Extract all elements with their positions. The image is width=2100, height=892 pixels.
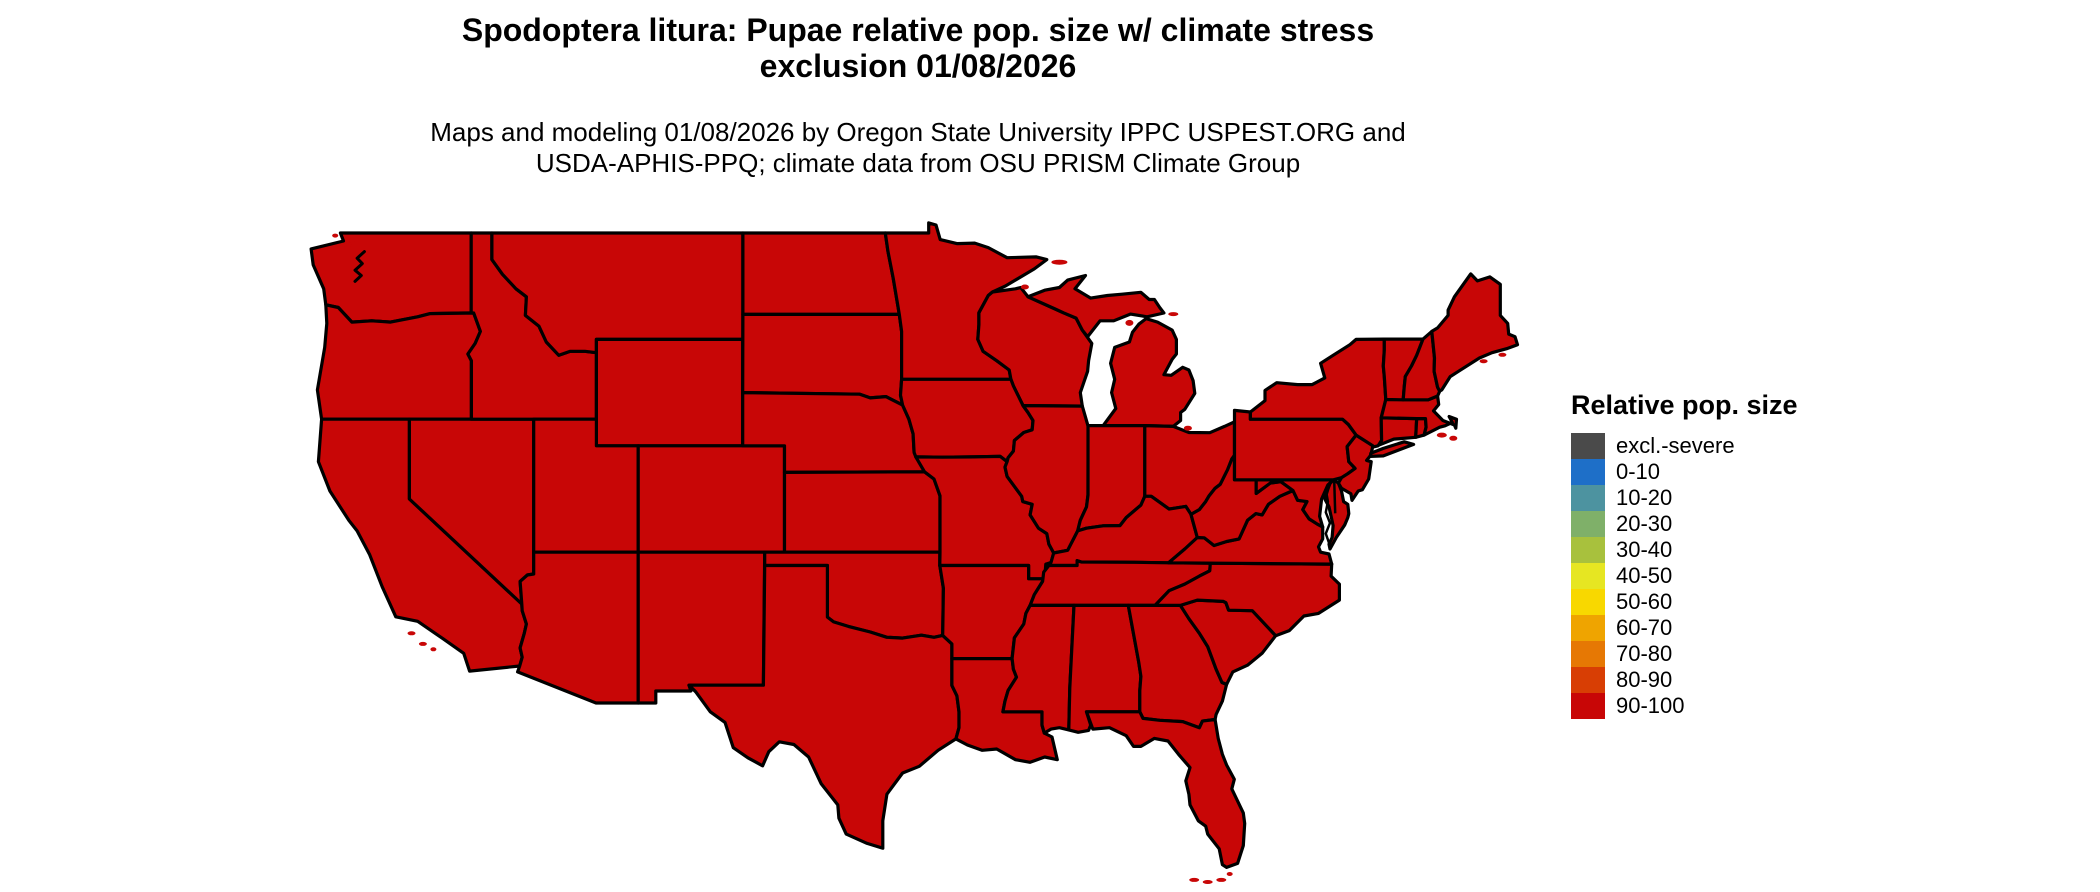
legend-swatch-90-100 — [1571, 693, 1605, 719]
puget-sound-inlet — [353, 250, 366, 283]
legend-label: 80-90 — [1616, 667, 1673, 692]
coastal-island-dot — [332, 233, 339, 238]
us-choropleth-map — [309, 221, 1520, 884]
state-nd — [741, 231, 901, 316]
legend-swatch-10-20 — [1571, 485, 1605, 511]
legend-label: 0-10 — [1616, 459, 1661, 484]
figure-subtitle-line1: Maps and modeling 01/08/2026 by Oregon S… — [430, 117, 1406, 147]
legend-swatch-60-70 — [1571, 615, 1605, 641]
legend-swatch-0-10 — [1571, 459, 1605, 485]
legend-label: 60-70 — [1616, 615, 1673, 640]
coastal-island-dot — [1479, 359, 1488, 364]
state-ct — [1377, 416, 1419, 447]
coastal-island-dot — [1498, 352, 1507, 357]
coastal-island-dot — [430, 647, 437, 652]
figure-subtitle-line2: USDA-APHIS-PPQ; climate data from OSU PR… — [535, 148, 1301, 178]
legend-label: 70-80 — [1616, 641, 1673, 666]
legend-swatch-70-80 — [1571, 641, 1605, 667]
figure-title-line2: exclusion 01/08/2026 — [759, 48, 1077, 84]
legend-swatch-40-50 — [1571, 563, 1605, 589]
coastal-island-dot — [343, 242, 352, 248]
state-nm — [636, 550, 767, 705]
legend-entry-40-50: 40-50 — [1571, 563, 1798, 589]
state-fl — [1084, 710, 1247, 869]
coastal-island-dot — [1436, 432, 1447, 438]
legend-entry-20-30: 20-30 — [1571, 511, 1798, 537]
state-pa — [1232, 408, 1358, 482]
legend-entry-10-20: 10-20 — [1571, 485, 1798, 511]
legend-label: excl.-severe — [1616, 433, 1735, 458]
legend-entries: excl.-severe 0-10 10-20 20-30 30-40 40-50 50-6… — [1571, 433, 1798, 719]
state-az — [516, 550, 640, 705]
legend-title: Relative pop. size — [1571, 390, 1798, 420]
state-mi_up — [1026, 273, 1166, 339]
legend-swatch-80-90 — [1571, 667, 1605, 693]
coastal-island-dot — [407, 631, 416, 636]
legend-entry-70-80: 70-80 — [1571, 641, 1798, 667]
legend-entry-0-10: 0-10 — [1571, 459, 1798, 485]
coastal-island-dot — [1189, 877, 1200, 882]
state-border-de-md — [1332, 479, 1337, 514]
figure-title-line1: Spodoptera litura: Pupae relative pop. s… — [461, 12, 1375, 48]
state-or — [315, 303, 482, 421]
legend-entry-60-70: 60-70 — [1571, 615, 1798, 641]
chesapeake-bay-inlet — [1324, 488, 1332, 545]
legend-label: 10-20 — [1616, 485, 1673, 510]
legend-label: 30-40 — [1616, 537, 1673, 562]
state-li — [1368, 440, 1416, 458]
state-ks — [782, 470, 942, 554]
legend-swatch-excl.-severe — [1571, 433, 1605, 459]
legend-swatch-50-60 — [1571, 589, 1605, 615]
legend-label: 50-60 — [1616, 589, 1673, 614]
state-nj — [1336, 433, 1375, 502]
coastal-island-dot — [1183, 425, 1192, 431]
state-wy — [594, 337, 745, 448]
state-co — [636, 444, 787, 554]
legend-entry-80-90: 80-90 — [1571, 667, 1798, 693]
legend-entry-excl.-severe: excl.-severe — [1571, 433, 1798, 459]
coastal-island-dot — [348, 238, 355, 243]
coastal-island-dot — [1216, 877, 1227, 882]
legend-entry-90-100: 90-100 — [1571, 693, 1798, 719]
coastal-island-dot — [1202, 880, 1213, 884]
coastal-island-dot — [1449, 435, 1458, 441]
state-nc — [1153, 561, 1341, 638]
state-tx — [687, 563, 961, 850]
coastal-island-dot — [1020, 284, 1029, 290]
coastal-island-dot — [1168, 312, 1179, 317]
state-mi — [1101, 317, 1197, 428]
coastal-island-dot — [418, 641, 427, 646]
coastal-island-dot — [1103, 298, 1112, 303]
coastal-island-dot — [1226, 872, 1233, 876]
legend-entry-50-60: 50-60 — [1571, 589, 1798, 615]
legend-label: 20-30 — [1616, 511, 1673, 536]
figure-title: Spodoptera litura: Pupae relative pop. s… — [0, 12, 1836, 84]
coastal-island-dot — [1051, 259, 1068, 265]
legend: Relative pop. size excl.-severe 0-10 10-20… — [1571, 390, 1798, 719]
state-md — [1254, 478, 1335, 529]
figure-subtitle: Maps and modeling 01/08/2026 by Oregon S… — [0, 117, 1836, 179]
state-delmarva — [1323, 478, 1351, 551]
coastal-island-dot — [1125, 319, 1134, 326]
state-me — [1430, 272, 1520, 393]
legend-label: 90-100 — [1616, 693, 1685, 718]
legend-swatch-30-40 — [1571, 537, 1605, 563]
legend-swatch-20-30 — [1571, 511, 1605, 537]
legend-label: 40-50 — [1616, 563, 1673, 588]
legend-entry-30-40: 30-40 — [1571, 537, 1798, 563]
